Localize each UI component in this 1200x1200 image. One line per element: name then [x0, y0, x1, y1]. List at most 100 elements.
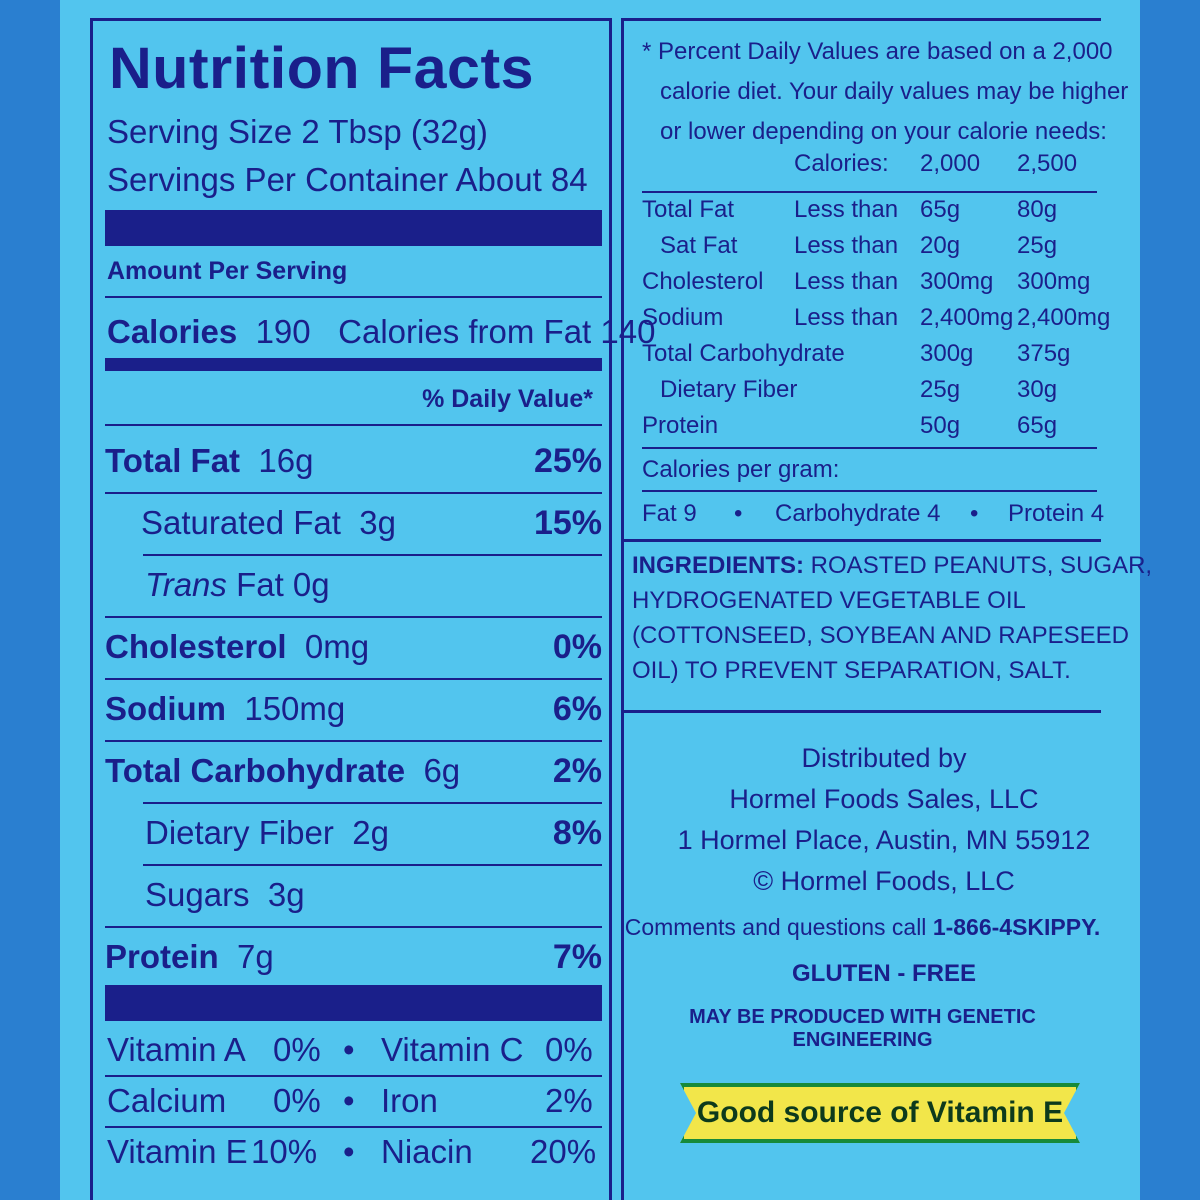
- nutrient-label: Trans: [145, 566, 227, 603]
- dv-header-row: Calories: 2,000 2,500: [642, 150, 1097, 186]
- serving-size: Serving Size 2 Tbsp (32g): [107, 113, 488, 150]
- nutrient-amount: Fat 0g: [236, 566, 330, 603]
- nutrient-row-sodium: Sodium 150mg 6%: [105, 679, 602, 739]
- nutrient-amount: 0mg: [304, 628, 370, 665]
- nutrient-label: Total Carbohydrate: [105, 752, 406, 789]
- bullet: •: [343, 1133, 355, 1170]
- ingredients-label: INGREDIENTS:: [632, 552, 805, 579]
- rule: [105, 926, 602, 928]
- nutrient-row-total-carbohydrate: Total Carbohydrate 6g 2%: [105, 741, 602, 801]
- rule: [105, 296, 602, 298]
- bullet: •: [343, 1031, 355, 1068]
- copyright: © Hormel Foods, LLC: [753, 866, 1015, 896]
- rule: [105, 424, 602, 426]
- nutrient-label: Dietary Fiber: [145, 814, 334, 851]
- rule: [105, 1126, 602, 1128]
- dv-row: Sodium Less than 2,400mg 2,400mg: [642, 304, 1111, 331]
- nutrient-row-sugars: Sugars 3g: [105, 865, 602, 925]
- nutrient-row-total-fat: Total Fat 16g 25%: [105, 431, 602, 491]
- ingredients-line: ROASTED PEANUTS, SUGAR,: [804, 552, 1153, 579]
- phone-number: 1-866-4SKIPPY.: [932, 914, 1101, 940]
- per-gram-label-row: Calories per gram:: [642, 456, 840, 483]
- bullet: •: [343, 1082, 355, 1119]
- vitamin-e-badge: Good source of Vitamin E: [680, 1083, 1080, 1143]
- company-name: Hormel Foods Sales, LLC: [729, 784, 1039, 814]
- ingredients: INGREDIENTS: ROASTED PEANUTS, SUGAR, HYD…: [632, 548, 1152, 688]
- nutrient-row-dietary-fiber: Dietary Fiber 2g 8%: [105, 803, 602, 863]
- nutrient-label: Sodium: [105, 690, 226, 727]
- ingredients-line: OIL) TO PREVENT SEPARATION, SALT.: [632, 657, 1071, 684]
- vitamin-value: 0%: [545, 1031, 593, 1068]
- vitamin-value: 2%: [545, 1082, 593, 1119]
- nutrition-facts-panel: Nutrition Facts Serving Size 2 Tbsp (32g…: [90, 18, 655, 1200]
- rule: [105, 678, 602, 680]
- nutrient-label: Protein: [105, 938, 219, 975]
- servings-per-container: Servings Per Container About 84: [107, 161, 588, 198]
- vitamin-label: Vitamin C: [381, 1031, 524, 1068]
- vitamin-value: 0%: [273, 1031, 321, 1068]
- rule: [143, 864, 602, 866]
- section-rule: [624, 539, 1101, 542]
- nutrient-percent: 7%: [552, 937, 602, 976]
- genetic-engineering-notice: MAY BE PRODUCED WITH GENETIC ENGINEERING: [689, 1006, 1036, 1051]
- daily-values-note: * Percent Daily Values are based on a 2,…: [642, 32, 1128, 152]
- nutrition-facts-title: Nutrition Facts: [109, 36, 535, 101]
- top-rule: [624, 18, 1101, 21]
- thick-divider: [105, 985, 602, 1021]
- dv-col-2500: 2,500: [1017, 150, 1078, 177]
- daily-value-header: % Daily Value*: [422, 385, 593, 413]
- nutrient-amount: 2g: [352, 814, 389, 851]
- calories-label: Calories: [107, 313, 238, 350]
- rule: [143, 554, 602, 556]
- vitamin-e-badge-text: Good source of Vitamin E: [696, 1096, 1064, 1129]
- nutrient-amount: 16g: [258, 442, 314, 479]
- vitamin-value: 10%: [251, 1133, 318, 1170]
- vitamin-row: Calcium 0% • Iron 2%: [105, 1076, 602, 1126]
- vitamin-label: Iron: [381, 1082, 438, 1119]
- nutrient-row-cholesterol: Cholesterol 0mg 0%: [105, 617, 602, 677]
- nutrient-percent: 6%: [552, 689, 602, 728]
- nutrient-label: Cholesterol: [105, 628, 287, 665]
- amount-per-serving: Amount Per Serving: [107, 257, 348, 285]
- medium-divider: [105, 358, 602, 371]
- nutrient-amount: 150mg: [244, 690, 346, 727]
- nutrient-amount: 3g: [267, 876, 305, 913]
- thick-divider: [105, 210, 602, 246]
- calories-line: Calories 190 Calories from Fat 140: [107, 313, 655, 351]
- nutrient-percent: 15%: [533, 503, 602, 542]
- rule: [105, 492, 602, 494]
- ingredients-line: (COTTONSEED, SOYBEAN AND RAPESEED: [632, 622, 1130, 649]
- vitamin-label: Vitamin E: [107, 1133, 248, 1170]
- nutrient-percent: 25%: [533, 441, 602, 480]
- rule: [143, 802, 602, 804]
- ingredients-line: HYDROGENATED VEGETABLE OIL: [632, 587, 1026, 614]
- nutrient-row-saturated-fat: Saturated Fat 3g 15%: [105, 493, 602, 553]
- vitamin-label: Vitamin A: [107, 1031, 246, 1068]
- nutrient-label: Sugars: [145, 876, 250, 913]
- vitamin-value: 0%: [273, 1082, 321, 1119]
- company-address: 1 Hormel Place, Austin, MN 55912: [677, 825, 1091, 855]
- vitamin-label: Calcium: [107, 1082, 227, 1119]
- comments-line: Comments and questions call 1-866-4SKIPP…: [624, 914, 1101, 941]
- section-rule: [624, 710, 1101, 713]
- rule: [105, 740, 602, 742]
- nutrient-row-trans-fat: Trans Fat 0g: [105, 555, 602, 615]
- vertical-divider: [621, 18, 624, 1200]
- vitamin-value: 20%: [530, 1133, 597, 1170]
- nutrient-amount: 3g: [359, 504, 397, 541]
- calories-value: 190: [255, 313, 311, 350]
- gluten-free: GLUTEN - FREE: [792, 960, 976, 987]
- vitamin-row: Vitamin A 0% • Vitamin C 0%: [105, 1025, 602, 1075]
- dv-col-2000: 2,000: [920, 150, 981, 177]
- nutrient-percent: 0%: [552, 627, 602, 666]
- vitamin-row: Vitamin E 10% • Niacin 20%: [105, 1127, 602, 1177]
- nutrient-label: Saturated Fat: [141, 504, 341, 541]
- dv-row: Total Fat Less than 65g 80g: [642, 196, 1058, 223]
- dv-row: Cholesterol Less than 300mg 300mg: [642, 268, 1091, 295]
- dv-row: Total Carbohydrate 300g 375g: [642, 340, 1071, 367]
- per-gram-row: Fat 9 • Carbohydrate 4 • Protein 4: [642, 500, 1105, 527]
- note-line: or lower depending on your calorie needs…: [660, 118, 1107, 145]
- vitamin-label: Niacin: [381, 1133, 473, 1170]
- distributed-by: Distributed by: [801, 743, 967, 773]
- nutrient-percent: 8%: [552, 813, 602, 852]
